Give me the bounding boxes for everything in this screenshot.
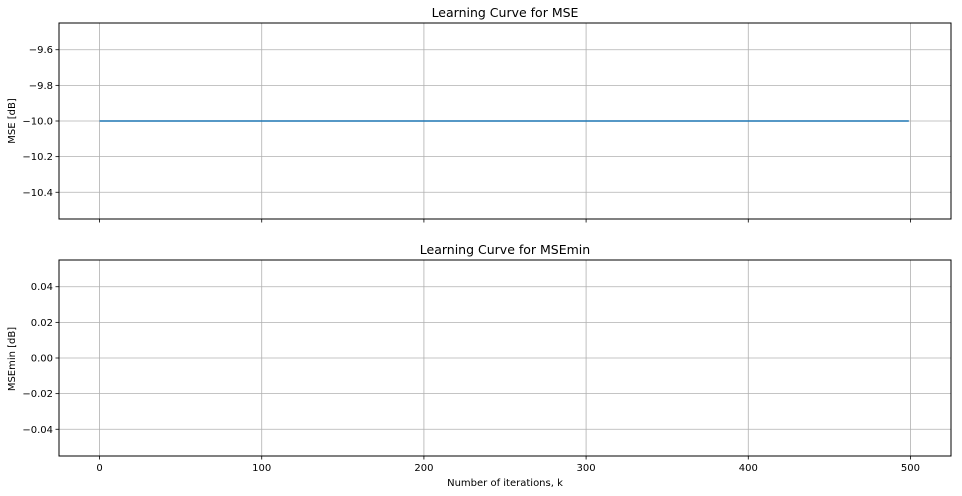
mse-y-tick-label: −10.0 xyxy=(22,117,53,128)
msemin-y-tick-label: 0.02 xyxy=(31,318,53,329)
msemin-x-axis-label: Number of iterations, k xyxy=(447,478,563,489)
msemin-x-tick-label: 200 xyxy=(414,463,433,474)
mse-y-axis-label: MSE [dB] xyxy=(7,98,18,144)
msemin-subplot: Learning Curve for MSEmin MSEmin [dB] Nu… xyxy=(7,242,952,489)
msemin-x-tick-label: 100 xyxy=(252,463,271,474)
msemin-x-tick-label: 500 xyxy=(901,463,920,474)
msemin-x-tick-label: 300 xyxy=(577,463,596,474)
mse-y-tick-label: −9.6 xyxy=(29,45,53,56)
mse-y-tick-label: −10.2 xyxy=(22,152,53,163)
msemin-chart-title: Learning Curve for MSEmin xyxy=(420,242,590,257)
mse-y-tick-label: −9.8 xyxy=(29,81,53,92)
mse-chart-title: Learning Curve for MSE xyxy=(432,5,579,20)
msemin-y-tick-label: 0.00 xyxy=(31,354,53,365)
mse-subplot: Learning Curve for MSE MSE [dB] −9.6 −9.8… xyxy=(7,5,952,223)
msemin-y-tick-label: 0.04 xyxy=(31,282,53,293)
msemin-y-axis-label: MSEmin [dB] xyxy=(7,327,18,391)
msemin-x-tick-label: 400 xyxy=(739,463,758,474)
mse-plot-frame xyxy=(58,22,952,220)
msemin-grid xyxy=(59,260,951,456)
mse-ticks: −9.6 −9.8 −10.0 −10.2 −10.4 xyxy=(22,45,911,223)
msemin-y-tick-label: −0.04 xyxy=(22,425,53,436)
msemin-y-tick-label: −0.02 xyxy=(22,389,53,400)
msemin-x-tick-label: 0 xyxy=(96,463,102,474)
msemin-ticks: 0 100 200 300 400 500 0.04 0.02 0.00 −0.02 −0.04 xyxy=(22,282,920,474)
mse-y-tick-label: −10.4 xyxy=(22,188,53,199)
msemin-plot-frame xyxy=(58,259,952,457)
